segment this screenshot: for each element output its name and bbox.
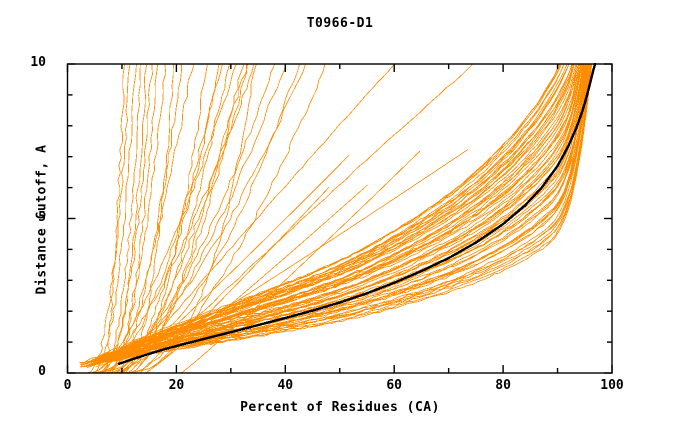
x-tick-label-3: 60 xyxy=(386,378,403,393)
y-tick-label-2: 10 xyxy=(30,55,46,70)
y-tick-label-0: 0 xyxy=(38,364,46,379)
x-tick-label-2: 40 xyxy=(277,378,294,393)
x-tick-label-4: 80 xyxy=(495,378,511,393)
x-tick-label-0: 0 xyxy=(63,378,72,393)
x-tick-label-1: 20 xyxy=(168,378,185,393)
y-tick-label-1: 5 xyxy=(38,209,46,225)
median-curve xyxy=(118,62,597,365)
x-tick-label-5: 100 xyxy=(600,378,624,393)
chart-title: T0966-D1 xyxy=(306,16,374,31)
x-axis-label: Percent of Residues (CA) xyxy=(240,400,440,415)
model-curves xyxy=(79,63,593,374)
axes-frame xyxy=(66,63,613,374)
